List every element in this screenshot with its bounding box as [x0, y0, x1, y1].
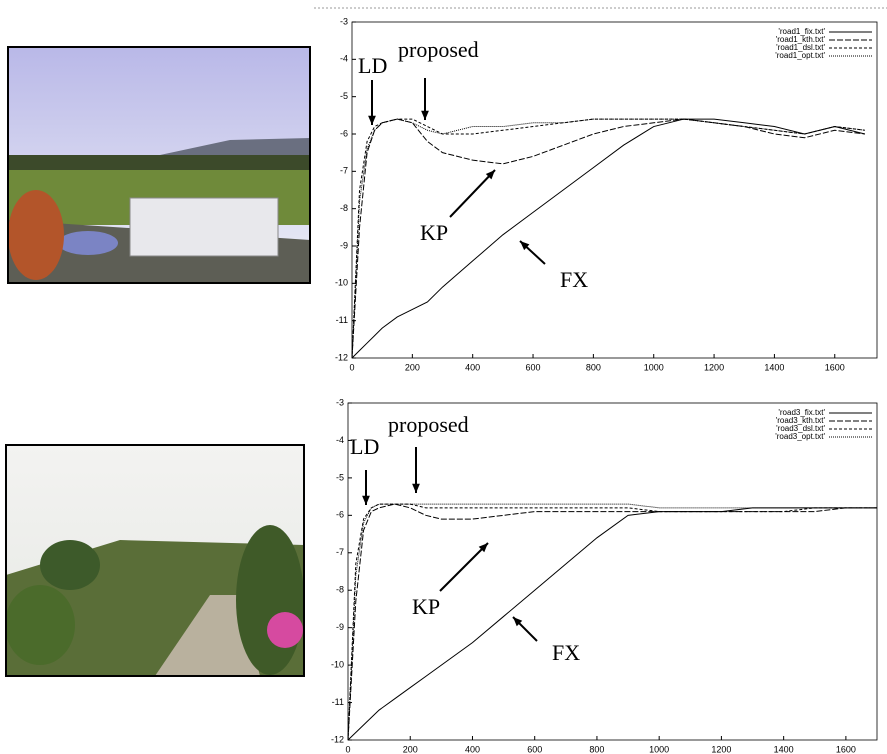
y-tick-label: -12: [331, 734, 344, 744]
annotation: KP: [412, 594, 440, 619]
series-line: [348, 504, 877, 740]
x-tick-label: 1000: [649, 744, 669, 754]
x-tick-label: 1400: [774, 744, 794, 754]
y-tick-label: -5: [336, 472, 344, 482]
arrow-head: [362, 496, 370, 505]
photo-road1: [8, 47, 310, 283]
x-tick-label: 0: [345, 744, 350, 754]
x-tick-label: 1400: [764, 362, 784, 372]
x-tick-label: 1000: [644, 362, 664, 372]
y-tick-label: -8: [340, 203, 348, 213]
annotation: LD: [358, 53, 387, 78]
y-tick-label: -7: [340, 166, 348, 176]
arrow-head: [368, 116, 376, 125]
y-tick-label: -12: [335, 352, 348, 362]
x-tick-label: 1600: [836, 744, 856, 754]
series-line: [348, 508, 877, 740]
x-tick-label: 800: [586, 362, 601, 372]
x-tick-label: 800: [589, 744, 604, 754]
figure: -3-4-5-6-7-8-9-10-11-1202004006008001000…: [0, 0, 887, 754]
x-tick-label: 400: [465, 744, 480, 754]
y-tick-label: -4: [340, 54, 348, 64]
y-tick-label: -8: [336, 585, 344, 595]
x-tick-label: 1200: [711, 744, 731, 754]
y-tick-label: -5: [340, 91, 348, 101]
x-tick-label: 200: [403, 744, 418, 754]
y-tick-label: -3: [336, 397, 344, 407]
x-tick-label: 600: [526, 362, 541, 372]
annotation: KP: [420, 220, 448, 245]
y-tick-label: -6: [340, 128, 348, 138]
annotation: FX: [552, 640, 580, 665]
annotation: proposed: [388, 412, 469, 437]
series-line: [348, 504, 877, 740]
x-tick-label: 200: [405, 362, 420, 372]
plot-frame: [348, 403, 877, 740]
y-tick-label: -10: [335, 278, 348, 288]
arrow-head: [412, 484, 420, 493]
y-tick-label: -9: [340, 240, 348, 250]
legend-label: 'road3_opt.txt': [775, 432, 825, 441]
series-line: [348, 504, 877, 740]
annotation-arrow: [450, 170, 495, 217]
y-tick-label: -3: [340, 16, 348, 26]
annotation: FX: [560, 267, 588, 292]
annotation: proposed: [398, 37, 479, 62]
x-tick-label: 400: [465, 362, 480, 372]
y-tick-label: -11: [332, 697, 344, 707]
arrow-head: [421, 111, 429, 120]
y-tick-label: -9: [336, 622, 344, 632]
annotation-arrow: [440, 543, 488, 591]
x-tick-label: 1200: [704, 362, 724, 372]
y-tick-label: -4: [336, 435, 344, 445]
y-tick-label: -6: [336, 510, 344, 520]
x-tick-label: 600: [527, 744, 542, 754]
annotation: LD: [350, 434, 379, 459]
y-tick-label: -7: [336, 547, 344, 557]
x-tick-label: 1600: [825, 362, 845, 372]
y-tick-label: -11: [336, 315, 348, 325]
x-tick-label: 0: [349, 362, 354, 372]
y-tick-label: -10: [331, 659, 344, 669]
plot-frame: [352, 22, 877, 358]
legend-label: 'road1_opt.txt': [775, 51, 825, 60]
photo-road3: [5, 445, 304, 676]
